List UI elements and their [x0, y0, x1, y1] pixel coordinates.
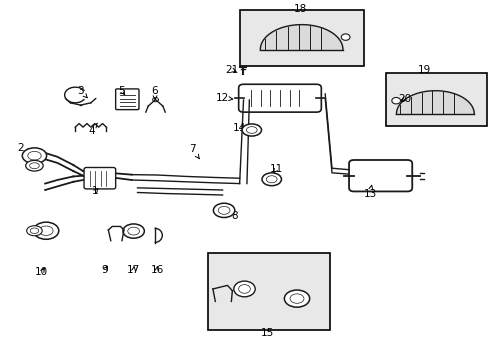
Circle shape	[341, 34, 349, 40]
Ellipse shape	[266, 176, 277, 183]
Ellipse shape	[26, 160, 43, 171]
Ellipse shape	[242, 124, 261, 136]
Text: 15: 15	[261, 328, 274, 338]
Bar	[207, 253, 329, 330]
Text: 6: 6	[151, 86, 158, 100]
Text: 19: 19	[417, 65, 430, 75]
FancyBboxPatch shape	[348, 160, 411, 192]
Circle shape	[391, 98, 400, 104]
Text: 17: 17	[127, 265, 140, 275]
Ellipse shape	[28, 152, 41, 160]
Ellipse shape	[127, 227, 139, 235]
Ellipse shape	[33, 222, 59, 239]
Text: 14: 14	[233, 123, 246, 133]
FancyBboxPatch shape	[238, 84, 321, 112]
Text: 21: 21	[225, 65, 238, 75]
Ellipse shape	[284, 290, 309, 307]
Ellipse shape	[262, 173, 281, 186]
Ellipse shape	[30, 163, 39, 168]
Ellipse shape	[289, 294, 304, 303]
Text: 9: 9	[102, 265, 108, 275]
Ellipse shape	[238, 285, 250, 293]
Text: 18: 18	[293, 4, 306, 14]
Text: 4: 4	[88, 123, 97, 136]
Ellipse shape	[246, 127, 257, 133]
Text: 11: 11	[269, 164, 282, 174]
Bar	[239, 10, 363, 66]
Ellipse shape	[30, 228, 39, 234]
Ellipse shape	[122, 224, 144, 238]
Bar	[385, 73, 486, 126]
Text: 13: 13	[363, 185, 376, 199]
FancyBboxPatch shape	[116, 89, 139, 110]
Text: 7: 7	[188, 144, 199, 159]
Ellipse shape	[27, 226, 42, 236]
Text: 3: 3	[77, 86, 87, 98]
Text: 12: 12	[216, 93, 232, 103]
Text: 5: 5	[119, 86, 125, 96]
Text: 8: 8	[228, 211, 238, 221]
Text: 20: 20	[398, 94, 411, 104]
Ellipse shape	[218, 206, 229, 214]
Text: 1: 1	[92, 186, 99, 197]
Ellipse shape	[213, 203, 234, 217]
Text: 2: 2	[18, 143, 31, 153]
Text: 16: 16	[150, 265, 163, 275]
Ellipse shape	[39, 226, 53, 235]
Ellipse shape	[22, 148, 46, 163]
FancyBboxPatch shape	[84, 167, 116, 189]
Text: 10: 10	[35, 267, 48, 277]
Ellipse shape	[233, 281, 255, 297]
